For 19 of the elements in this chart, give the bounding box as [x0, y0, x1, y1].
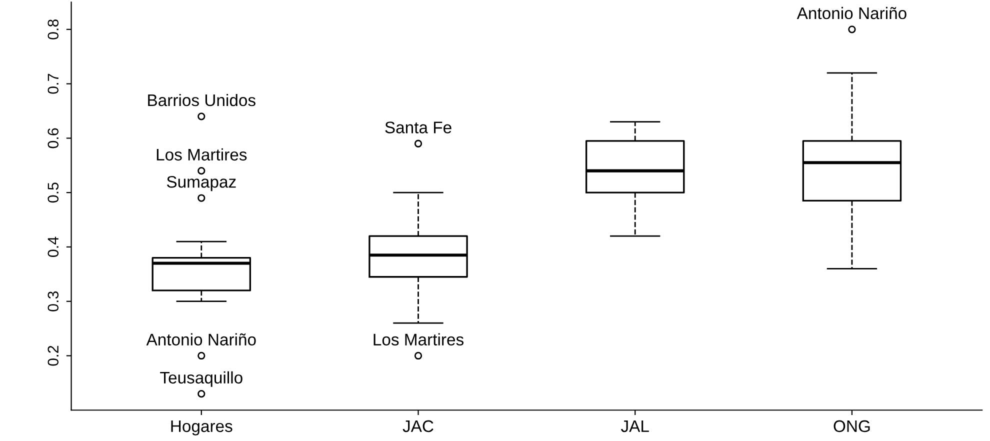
annotation: Teusaquillo	[160, 371, 242, 387]
y-tick-label: 0.6	[48, 128, 59, 148]
y-tick-label: 0.3	[48, 291, 59, 312]
y-tick-label: 0.2	[48, 346, 59, 366]
x-tick-label: ONG	[834, 420, 870, 432]
y-tick-label: 0.8	[48, 19, 59, 40]
annotation: Santa Fe	[385, 122, 452, 134]
x-tick-label: Hogares	[171, 420, 232, 436]
annotation: Los Martires	[156, 148, 247, 161]
annotation: Antonio Nariño	[796, 6, 906, 20]
annotation: Antonio Nariño	[146, 333, 256, 346]
annotation: Barrios Unidos	[148, 94, 256, 106]
x-tick-label: JAC	[402, 420, 434, 432]
y-tick-label: 0.5	[48, 182, 59, 203]
annotation: Los Martires	[374, 333, 464, 346]
y-tick-label: 0.7	[48, 74, 59, 94]
annotation: Sumapaz	[166, 176, 236, 192]
y-tick-label: 0.4	[48, 236, 59, 257]
x-tick-label: JAL	[621, 420, 649, 432]
